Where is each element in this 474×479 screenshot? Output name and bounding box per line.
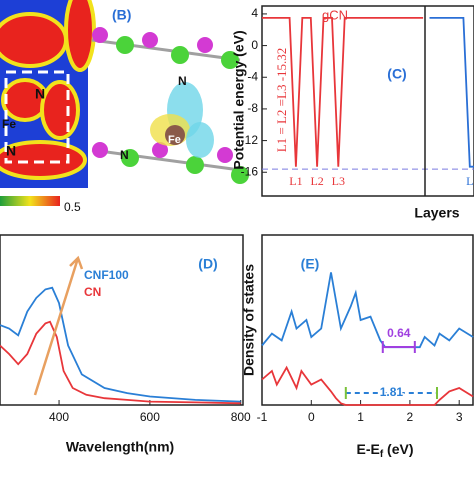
y-axis-label: Potential energy (eV): [231, 30, 247, 169]
x-axis-label: Wavelength(nm): [66, 439, 174, 455]
x-axis-label-part: E-E: [356, 441, 379, 457]
data-line: [430, 18, 474, 167]
data-line: [262, 368, 473, 405]
x-tick-label: 400: [49, 410, 69, 424]
x-axis-label-part: (eV): [383, 441, 413, 457]
x-tick-label: 600: [140, 410, 160, 424]
x-tick-label: 3: [456, 410, 463, 424]
x-tick-label: 1: [357, 410, 364, 424]
x-tick-label: -1: [257, 410, 268, 424]
legend-label: CN: [84, 285, 101, 299]
x-axis-label: Layers: [414, 205, 459, 221]
annotation: gCN: [322, 7, 348, 22]
legend-label: CNF100: [84, 268, 129, 282]
y-tick-label: -8: [247, 101, 258, 115]
atom-label: N: [120, 148, 129, 162]
x-tick-label: 800: [231, 410, 251, 424]
layer-label: L: [466, 174, 473, 188]
data-line: [262, 272, 473, 347]
y-tick-label: 0: [251, 38, 258, 52]
gap-label: 0.64: [387, 326, 411, 340]
x-tick-label: 2: [407, 410, 414, 424]
x-tick-label: 0: [308, 410, 315, 424]
y-axis-label: Density of states: [241, 264, 257, 376]
y-tick-label: -4: [247, 69, 258, 83]
layer-label: L1: [289, 174, 302, 188]
panel-label: (C): [387, 66, 406, 82]
panel-label: (D): [198, 256, 217, 272]
y-tick-label: 4: [251, 6, 258, 20]
annotation: L1 = L2 =L3 -15.32: [274, 48, 289, 153]
x-axis-label: E-Ef (eV): [356, 441, 413, 460]
panel-label: (B): [112, 7, 131, 23]
layer-label: L3: [332, 174, 345, 188]
heat-map: [0, 0, 94, 206]
atom-label: N: [35, 86, 45, 102]
colorbar-label: 0.5: [64, 200, 81, 214]
atom-label: Fe: [168, 134, 181, 146]
atom-label: N: [178, 74, 187, 88]
atom-label: Fe: [2, 117, 16, 131]
data-line: [0, 288, 241, 402]
panel-label: (E): [301, 256, 320, 272]
layer-label: L2: [310, 174, 323, 188]
structure: [92, 27, 249, 184]
gap-label: 1.81: [380, 385, 404, 399]
atom-label: N: [6, 143, 16, 159]
